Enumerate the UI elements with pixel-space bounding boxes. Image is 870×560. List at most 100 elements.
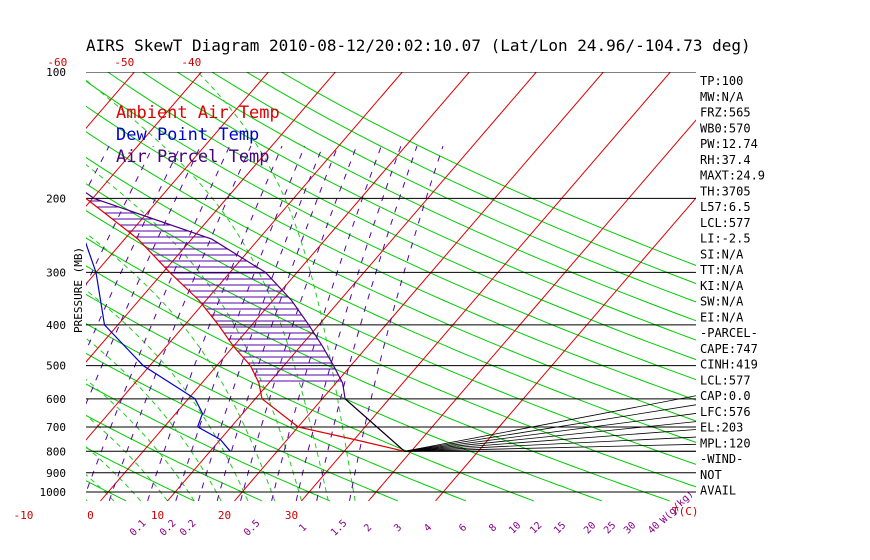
index-value: MW:N/A [700, 90, 744, 104]
parcel-index-value: CINH:419 [700, 358, 758, 372]
index-value: LCL:577 [700, 216, 751, 230]
dry-adiabat-line [86, 352, 399, 502]
moist-adiabat-line [86, 414, 168, 502]
parcel-index-value: MPL:120 [700, 436, 751, 450]
isotherm-line [435, 197, 696, 502]
dry-adiabat-line [86, 80, 696, 381]
top-temp-tick-label: -40 [181, 56, 201, 69]
mixing-ratio-tick-label: 0.2 [178, 518, 199, 539]
index-value: LI:-2.5 [700, 232, 751, 246]
dry-adiabat-line [86, 447, 195, 502]
index-value: PW:12.74 [700, 137, 758, 151]
legend-entry: Dew Point Temp [116, 125, 259, 145]
mixing-ratio-axis: 0.1 0.2 0.2 0.5 1 1.5 2 3 4 6 8 10 12 15 20 25 30 40 [128, 518, 662, 539]
mixing-ratio-tick-label: 0.1 [128, 518, 149, 539]
dry-adiabat-line [86, 323, 467, 502]
mixing-ratio-line [86, 145, 201, 406]
index-value: KI:N/A [700, 279, 744, 293]
dry-adiabat-line [246, 72, 696, 285]
index-value: TH:3705 [700, 184, 751, 198]
wind-status: NOT [700, 468, 722, 482]
dry-adiabat-line [176, 72, 696, 322]
mixing-ratio-tick-label: 4 [422, 522, 434, 534]
pressure-tick-label: 600 [46, 393, 66, 406]
isotherm-line [301, 72, 671, 502]
cape-hatched-region [86, 198, 344, 387]
isotherm-line [234, 72, 604, 502]
index-value: SW:N/A [700, 295, 744, 309]
mixing-ratio-tick-label: 8 [487, 522, 499, 534]
mixing-ratio-tick-label: 3 [392, 522, 404, 534]
isotherm-line [86, 72, 202, 207]
top-temp-tick-label: -50 [114, 56, 134, 69]
pressure-tick-label: 900 [46, 467, 66, 480]
parcel-index-value: CAPE:747 [700, 342, 758, 356]
pressure-tick-label: 200 [46, 192, 66, 205]
temp-tick-label: 10 [151, 509, 164, 522]
pressure-axis: 100 200 300 400 500 600 700 800 900 1000 [40, 66, 67, 499]
x-axis-label: T(C) [672, 505, 699, 518]
parcel-header: -PARCEL- [700, 326, 758, 340]
temp-tick-label: 0 [87, 509, 94, 522]
pressure-tick-label: 700 [46, 421, 66, 434]
parcel-index-value: EL:203 [700, 421, 743, 435]
pressure-tick-label: 1000 [40, 486, 67, 499]
mixing-ratio-tick-label: 25 [602, 520, 618, 536]
moist-adiabat-line [86, 474, 115, 502]
index-value: EI:N/A [700, 310, 744, 324]
parcel-index-value: LFC:576 [700, 405, 751, 419]
mixing-ratio-tick-label: 15 [552, 520, 568, 536]
dry-adiabat-line [142, 72, 696, 341]
chart-title: AIRS SkewT Diagram 2010-08-12/20:02:10.0… [86, 36, 751, 55]
index-value: SI:N/A [700, 247, 744, 261]
wind-line [404, 421, 696, 452]
moist-adiabat-line [0, 72, 34, 501]
mixing-ratio-tick-label: 20 [582, 520, 598, 536]
y-axis-label: PRESSURE (MB) [72, 247, 85, 333]
dry-adiabat-line [86, 105, 696, 401]
moist-adiabat-line [86, 79, 329, 502]
mixing-ratio-line [316, 145, 418, 501]
moist-adiabat-line [86, 337, 222, 502]
mixing-ratio-tick-label: 6 [457, 522, 469, 534]
pressure-tick-label: 300 [46, 266, 66, 279]
parcel-index-value: LCL:577 [700, 373, 751, 387]
dew-point-line [86, 241, 231, 452]
mixing-ratio-tick-label: 1.5 [329, 518, 350, 539]
pressure-tick-label: 100 [46, 66, 66, 79]
moist-adiabat-line [86, 164, 302, 502]
index-value: FRZ:565 [700, 106, 751, 120]
index-value: TT:N/A [700, 263, 744, 277]
profiles [86, 191, 405, 452]
wind-line [404, 395, 696, 452]
pressure-tick-label: 500 [46, 360, 66, 373]
moist-adiabat-line [197, 72, 356, 501]
moist-adiabats [0, 72, 356, 502]
wind-line [404, 436, 696, 452]
mixing-ratio-line [295, 145, 402, 502]
dry-adiabat-line [0, 72, 58, 501]
mixing-ratio-tick-label: 0.5 [242, 518, 263, 539]
parcel-temp-line [86, 191, 405, 452]
moist-adiabat-line [86, 289, 249, 502]
mixing-ratio-tick-label: 40 [646, 520, 662, 536]
wind-status: AVAIL [700, 484, 736, 498]
dry-adiabat-line [86, 156, 696, 443]
isotherm-line [167, 72, 537, 502]
mixing-ratio-line [0, 146, 17, 501]
dry-adiabat-line [86, 293, 534, 502]
index-value: RH:37.4 [700, 153, 751, 167]
temp-tick-label: -10 [14, 509, 34, 522]
dry-adiabat-line [86, 237, 670, 502]
ambient-temp-line [86, 197, 405, 452]
legend-entry: Air Parcel Temp [116, 147, 270, 167]
isotherm-line [368, 119, 696, 502]
index-value: L57:6.5 [700, 200, 751, 214]
legend-entry: Ambient Air Temp [116, 103, 280, 123]
wind-header: -WIND- [700, 452, 743, 466]
mixing-ratio-tick-label: 2 [362, 522, 374, 534]
dry-adiabat-line [86, 131, 696, 422]
